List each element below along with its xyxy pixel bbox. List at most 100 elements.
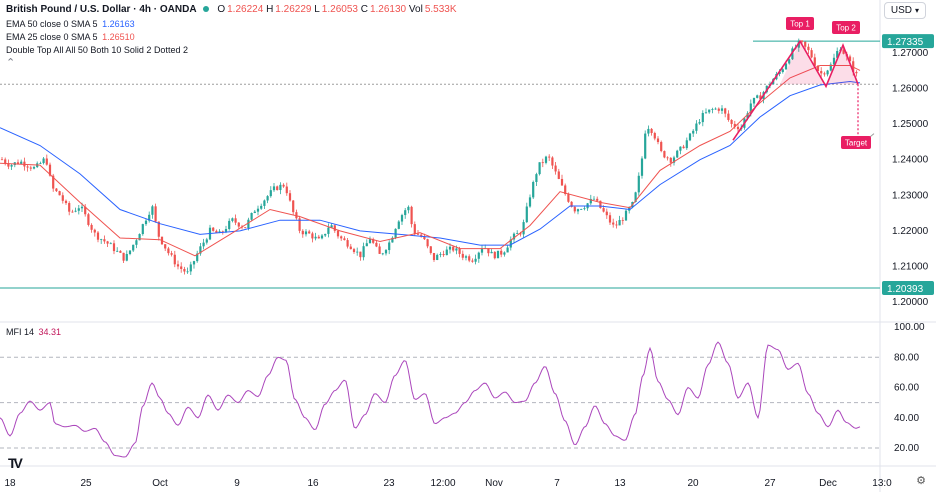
symbol-name[interactable]: British Pound / U.S. Dollar · 4h · OANDA <box>6 4 197 15</box>
candle-body <box>599 200 602 209</box>
candle-body <box>340 236 343 239</box>
candle-body <box>432 252 436 260</box>
price-tick-label-6: 1.21000 <box>892 261 929 272</box>
candle-body <box>589 198 592 204</box>
candle-body <box>93 229 96 233</box>
candle-body <box>535 174 538 183</box>
candle-body <box>516 233 519 235</box>
candle-body <box>122 252 125 261</box>
candle-body <box>55 188 58 192</box>
candle-body <box>788 59 791 64</box>
level-badge-1 <box>882 281 934 296</box>
time-label-11: 27 <box>764 478 776 489</box>
candle-body <box>247 219 250 229</box>
candle-body <box>624 210 628 221</box>
candle-body <box>548 156 551 158</box>
candle-body <box>157 221 160 237</box>
candle-body <box>39 163 42 164</box>
candle-body <box>112 243 116 252</box>
open-value: 1.26224 <box>227 4 264 15</box>
candle-body <box>61 195 64 201</box>
time-label-5: 23 <box>383 478 395 489</box>
candle-body <box>445 249 448 256</box>
candle-body <box>71 211 74 213</box>
time-label-2: Oct <box>152 478 168 489</box>
candle-body <box>503 252 506 255</box>
candle-body <box>375 242 378 247</box>
candle-body <box>848 56 852 62</box>
candle-body <box>752 97 756 104</box>
candle-body <box>592 198 596 200</box>
candle-body <box>276 186 279 191</box>
candle-body <box>698 122 701 124</box>
candle-body <box>724 108 727 114</box>
indicator-ema25[interactable]: EMA 25 close 0 SMA 5 1.26510 <box>6 32 135 42</box>
candle-body <box>7 163 10 167</box>
candle-body <box>784 63 788 70</box>
candle-body <box>660 142 663 152</box>
mfi-legend[interactable]: MFI 14 34.31 <box>6 327 61 337</box>
candle-body <box>528 197 532 207</box>
candle-body <box>52 175 55 189</box>
candle-body <box>423 236 426 240</box>
indicator-double-top[interactable]: Double Top All All 50 Both 10 Solid 2 Do… <box>6 45 188 55</box>
ema50-line <box>0 80 861 246</box>
candle-body <box>640 158 644 176</box>
candle-body <box>346 240 349 247</box>
candle-body <box>474 258 477 262</box>
price-tick-label-5: 1.22000 <box>892 226 929 237</box>
mfi-line <box>0 341 861 458</box>
open-label: O <box>217 4 226 15</box>
candle-body <box>362 246 365 258</box>
candle-body <box>202 242 205 247</box>
candle-body <box>404 210 407 216</box>
candle-body <box>800 40 804 42</box>
mfi-label: MFI 14 <box>6 327 35 337</box>
candle-body <box>407 206 410 211</box>
candle-body <box>573 206 576 212</box>
indicator-ema50-value: 1.26163 <box>102 19 135 29</box>
candle-body <box>260 205 263 209</box>
time-label-3: 9 <box>234 478 240 489</box>
candle-body <box>125 253 128 261</box>
high-label: H <box>266 4 274 15</box>
currency-label: USD <box>890 5 912 16</box>
candle-body <box>253 211 256 213</box>
candle-body <box>749 103 752 114</box>
top2-label: Top 2 <box>836 24 856 33</box>
candle-body <box>807 46 810 51</box>
candle-body <box>352 249 356 252</box>
candle-body <box>391 237 394 243</box>
candle-body <box>4 159 7 164</box>
candle-body <box>58 191 61 196</box>
level-label-1: 1.20393 <box>887 284 924 295</box>
candle-body <box>183 268 186 272</box>
candle-body <box>615 224 618 226</box>
settings-icon[interactable]: ⚙ <box>916 475 926 487</box>
candle-body <box>333 225 336 231</box>
candle-body <box>45 158 48 165</box>
currency-button[interactable]: USD ▾ <box>883 2 926 19</box>
candle-body <box>132 244 135 251</box>
candle-body <box>180 266 183 269</box>
candle-body <box>10 165 13 167</box>
high-value: 1.26229 <box>275 4 312 15</box>
collapse-legend-icon[interactable]: ⌃ <box>6 57 16 69</box>
candle-body <box>471 260 474 262</box>
candle-body <box>618 220 621 226</box>
indicator-ema25-value: 1.26510 <box>102 32 135 42</box>
mfi-tick-label-2: 60.00 <box>894 383 919 394</box>
close-value: 1.26130 <box>369 4 407 15</box>
mfi-tick-label-1: 80.00 <box>894 352 919 363</box>
candle-body <box>436 254 439 260</box>
candle-body <box>704 112 708 114</box>
candle-body <box>532 182 535 198</box>
candle-body <box>477 252 480 259</box>
candle-body <box>500 250 503 255</box>
indicator-ema50[interactable]: EMA 50 close 0 SMA 5 1.26163 <box>6 19 135 29</box>
candle-body <box>781 69 784 73</box>
candle-body <box>186 271 189 273</box>
candle-body <box>378 246 381 254</box>
candle-body <box>439 254 442 255</box>
